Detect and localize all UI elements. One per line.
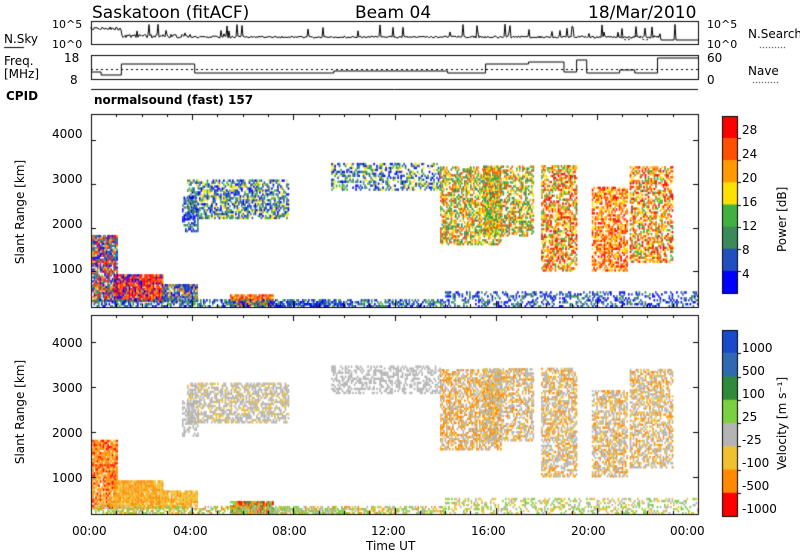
velocity-ytick: 3000	[52, 381, 83, 395]
power-cbar-tick: 20	[742, 171, 758, 185]
power-ytick: 2000	[52, 217, 83, 231]
power-yaxis-label: Slant Range [km]	[13, 159, 28, 265]
velocity-ytick: 2000	[52, 426, 83, 440]
power-ytick: 3000	[52, 172, 83, 186]
velocity-ytick: 1000	[52, 471, 83, 485]
freq-label: Freq.	[4, 54, 34, 68]
xtick-label: 16:00	[471, 524, 506, 538]
velocity-cbar-tick: -500	[742, 479, 770, 493]
freq-unit-label: [MHz]	[4, 67, 40, 81]
nsearch-label: N.Search	[748, 27, 800, 41]
nave-label: Nave	[748, 64, 779, 78]
xaxis-label: Time UT	[366, 539, 416, 553]
power-cbar-tick: 16	[742, 195, 758, 209]
velocity-ytick: 4000	[52, 336, 83, 350]
power-cbar-tick: 24	[742, 147, 758, 161]
velocity-cbar-tick: 1000	[742, 341, 773, 355]
velocity-cbar-tick: 100	[742, 387, 765, 401]
freq-tick-bottom: 8	[70, 73, 78, 87]
velocity-cbar-tick: -1000	[742, 502, 777, 516]
station-title: Saskatoon (fitACF)	[92, 3, 250, 23]
velocity-cbar-label: Velocity [m s⁻¹]	[775, 376, 789, 470]
velocity-cbar-tick: 500	[742, 364, 765, 378]
xtick-label: 20:00	[571, 524, 606, 538]
cpid-label: CPID	[6, 89, 39, 103]
power-cbar-label: Power [dB]	[775, 186, 789, 252]
nsky-label: N.Sky	[4, 32, 39, 46]
power-ytick: 1000	[52, 262, 83, 276]
xtick-label: 04:00	[173, 524, 208, 538]
power-cbar-tick: 12	[742, 219, 758, 233]
xtick-label: 00:00	[72, 524, 107, 538]
xtick-label: 00:00	[670, 524, 705, 538]
velocity-cbar-tick: -25	[742, 433, 762, 447]
beam-title: Beam 04	[355, 3, 432, 23]
power-cbar-tick: 8	[742, 243, 750, 257]
noise-left-tick-bottom: 10^0	[52, 38, 83, 51]
noise-left-tick-top: 10^5	[52, 18, 83, 31]
power-cbar-tick: 4	[742, 267, 750, 281]
xtick-label: 12:00	[371, 524, 406, 538]
velocity-cbar-tick: 25	[742, 410, 758, 424]
noise-right-tick-bottom: 10^0	[707, 38, 738, 51]
xtick-label: 08:00	[272, 524, 307, 538]
velocity-yaxis-label: Slant Range [km]	[13, 359, 28, 465]
cpid-program: normalsound (fast) 157	[94, 93, 254, 107]
nave-tick-top: 60	[707, 51, 723, 65]
power-cbar-tick: 28	[742, 123, 758, 137]
date-title: 18/Mar/2010	[588, 3, 697, 23]
noise-right-tick-top: 10^5	[707, 18, 738, 31]
velocity-cbar-tick: -100	[742, 456, 770, 470]
power-ytick: 4000	[52, 127, 83, 141]
freq-tick-top: 18	[64, 51, 80, 65]
nave-tick-bottom: 0	[707, 73, 715, 87]
